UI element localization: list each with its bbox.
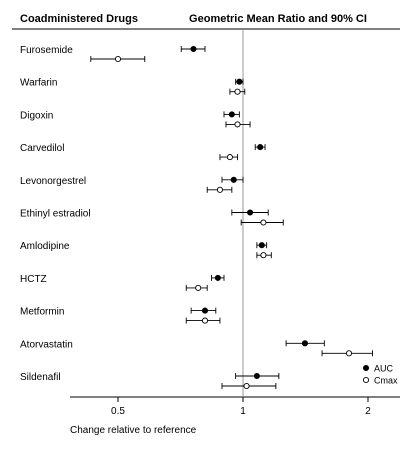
cmax-point bbox=[216, 186, 223, 193]
category-label: Warfarin bbox=[20, 78, 57, 89]
cmax-point bbox=[195, 284, 202, 291]
x-tick-label: 2 bbox=[365, 406, 371, 417]
cmax-point bbox=[243, 382, 250, 390]
auc-point bbox=[258, 242, 265, 249]
auc-point bbox=[247, 209, 254, 216]
auc-point bbox=[201, 307, 209, 314]
auc-point bbox=[301, 340, 309, 347]
x-axis-label: Change relative to reference bbox=[70, 425, 197, 436]
x-axis-group: 0.5 1 2 bbox=[111, 397, 371, 417]
cmax-point bbox=[226, 154, 233, 161]
category-label: HCTZ bbox=[20, 274, 47, 285]
auc-point bbox=[253, 372, 260, 380]
right-column-header: Geometric Mean Ratio and 90% CI bbox=[189, 13, 367, 25]
legend-marker-auc bbox=[362, 364, 370, 372]
cmax-point bbox=[234, 88, 241, 95]
category-label: Carvedilol bbox=[20, 143, 64, 154]
auc-point bbox=[190, 45, 197, 53]
category-label: Furosemide bbox=[20, 45, 73, 56]
cmax-point bbox=[201, 317, 209, 324]
auc-point bbox=[236, 78, 243, 85]
cmax-point bbox=[234, 121, 241, 128]
rows-group: Furosemide Warfarin Digoxin Carvedilol Levon… bbox=[20, 45, 373, 390]
category-label: Ethinyl estradiol bbox=[20, 209, 91, 220]
category-label: Levonorgestrel bbox=[20, 176, 86, 187]
cmax-point bbox=[260, 219, 267, 226]
legend: AUC Cmax bbox=[362, 364, 398, 386]
cmax-point bbox=[260, 252, 267, 259]
x-tick-label: 0.5 bbox=[111, 406, 125, 417]
legend-label-cmax: Cmax bbox=[374, 376, 398, 386]
auc-point bbox=[230, 176, 237, 183]
x-tick-label: 1 bbox=[240, 406, 246, 417]
auc-point bbox=[214, 274, 221, 281]
legend-marker-cmax bbox=[362, 376, 370, 384]
category-label: Metformin bbox=[20, 307, 64, 318]
cmax-point bbox=[114, 55, 122, 63]
left-column-header: Coadministered Drugs bbox=[20, 13, 138, 25]
cmax-point bbox=[345, 350, 353, 357]
auc-point bbox=[257, 144, 264, 151]
legend-label-auc: AUC bbox=[374, 364, 394, 374]
category-label: Digoxin bbox=[20, 110, 53, 121]
auc-point bbox=[228, 111, 235, 118]
category-label: Atorvastatin bbox=[20, 339, 73, 350]
category-label: Amlodipine bbox=[20, 241, 70, 252]
category-label: Sildenafil bbox=[20, 372, 61, 383]
